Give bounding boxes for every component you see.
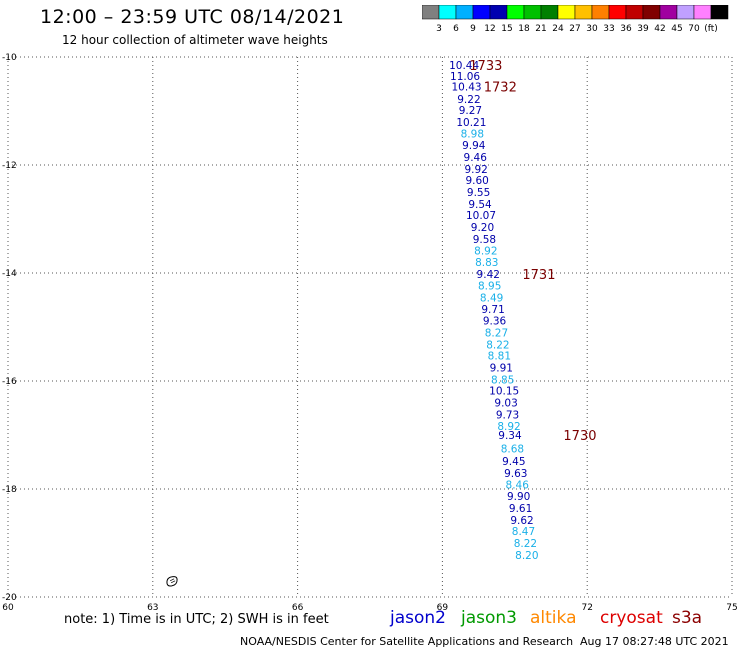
swh-value-label: 8.98 (461, 129, 484, 141)
island-detail (169, 578, 176, 584)
legend-s3a: s3a (672, 608, 703, 628)
swh-value-label: 8.27 (485, 327, 508, 339)
swh-value-label: 9.91 (490, 363, 513, 375)
colorbar-label: 15 (501, 24, 512, 34)
note-text: note: 1) Time is in UTC; 2) SWH is in fe… (64, 612, 329, 627)
lat-tick-label: -10 (2, 53, 17, 63)
colorbar-label: 42 (654, 24, 665, 34)
pass-time-label: 1732 (484, 81, 517, 96)
swh-value-label: 9.62 (510, 515, 533, 527)
colorbar-label: 6 (453, 24, 459, 34)
colorbar-label: 24 (552, 24, 564, 34)
swh-value-label: 8.68 (501, 444, 524, 456)
swh-value-label: 8.22 (486, 339, 509, 351)
swh-value-label: 9.73 (496, 409, 519, 421)
swh-value-label: 8.47 (512, 526, 535, 538)
lon-tick-label: 75 (726, 603, 737, 610)
swh-value-label: 10.07 (466, 210, 496, 222)
swh-value-label: 9.94 (462, 140, 486, 152)
color-scale-legend: 3 6 9 12 15 18 21 24 27 30 33 36 39 42 45 70 (ft) (422, 5, 729, 34)
wave-height-map: 60 63 66 69 72 75 -10 -12 -14 -16 -18 -20 10.4411.06… (2, 53, 738, 610)
swh-value-label: 8.46 (506, 480, 530, 492)
swh-value-label: 8.49 (480, 292, 503, 304)
colorbar-label: 21 (535, 24, 546, 34)
lon-tick-label: 60 (2, 603, 14, 610)
swh-value-label: 9.60 (465, 175, 488, 187)
swh-value-label: 9.61 (509, 503, 532, 515)
swh-value-label: 8.95 (478, 280, 501, 292)
swh-value-label: 11.06 (450, 71, 480, 83)
swh-value-label: 10.15 (489, 386, 519, 398)
colorbar-label: (ft) (704, 24, 718, 34)
lat-tick-label: -16 (2, 377, 17, 387)
lon-tick-label: 69 (437, 603, 449, 610)
swh-value-label: 9.34 (498, 430, 522, 442)
swh-value-label: 9.42 (477, 269, 500, 281)
lon-tick-label: 66 (292, 603, 304, 610)
swh-value-label: 9.90 (507, 491, 530, 503)
colorbar-label: 3 (436, 24, 442, 34)
swh-value-label: 9.03 (494, 398, 517, 410)
colorbar-label: 36 (620, 24, 632, 34)
swh-value-label: 10.44 (449, 60, 479, 72)
swh-value-label: 9.45 (502, 456, 525, 468)
colorbar-label: 33 (603, 24, 614, 34)
swh-value-label: 8.92 (474, 245, 497, 257)
legend-cryosat: cryosat (600, 608, 663, 628)
legend-jason2: jason2 (390, 608, 446, 628)
colorbar-label: 70 (688, 24, 700, 34)
swh-value-label: 8.81 (488, 351, 511, 363)
swh-value-label: 9.71 (481, 304, 504, 316)
swh-value-label: 8.20 (515, 550, 538, 562)
footer-credit: NOAA/NESDIS Center for Satellite Applica… (240, 635, 574, 648)
colorbar-label: 39 (637, 24, 649, 34)
legend-altika: altika (530, 608, 577, 628)
lat-tick-label: -20 (2, 593, 17, 603)
page-title: 12:00 – 23:59 UTC 08/14/2021 (40, 6, 345, 28)
lat-tick-label: -14 (2, 269, 17, 279)
legend-jason3: jason3 (461, 608, 517, 628)
swh-value-label: 9.63 (504, 468, 527, 480)
swh-value-label: 9.22 (457, 94, 480, 106)
swh-value-label: 9.55 (467, 187, 490, 199)
swh-value-label: 9.46 (464, 152, 488, 164)
colorbar-swatch (710, 5, 729, 20)
lon-tick-label: 72 (581, 603, 592, 610)
page-subtitle: 12 hour collection of altimeter wave hei… (62, 33, 328, 47)
swh-value-label: 8.85 (491, 374, 514, 386)
swh-value-label: 9.20 (471, 222, 494, 234)
swh-value-label: 8.92 (497, 421, 520, 433)
lat-tick-label: -18 (2, 485, 17, 495)
lat-tick-label: -12 (2, 161, 17, 171)
swh-value-label: 10.43 (452, 82, 482, 94)
swh-value-label: 10.21 (456, 117, 486, 129)
pass-time-label: 1733 (469, 59, 502, 74)
colorbar-label: 12 (484, 24, 495, 34)
colorbar-label: 18 (518, 24, 530, 34)
colorbar-label: 27 (569, 24, 580, 34)
swh-value-label: 9.27 (459, 105, 482, 117)
swh-value-label: 9.36 (483, 316, 507, 328)
swh-value-label: 9.58 (473, 234, 496, 246)
swh-value-label: 8.83 (475, 257, 498, 269)
swh-value-label: 8.22 (514, 538, 537, 550)
lon-tick-label: 63 (147, 603, 158, 610)
pass-time-label: 1730 (563, 429, 596, 444)
colorbar-label: 9 (470, 24, 476, 34)
island-outline (166, 576, 178, 587)
swh-value-label: 9.54 (468, 199, 492, 211)
colorbar-label: 45 (671, 24, 682, 34)
colorbar-label: 30 (586, 24, 598, 34)
pass-time-label: 1731 (522, 268, 555, 283)
swh-value-label: 9.92 (464, 164, 487, 176)
footer-timestamp: Aug 17 08:27:48 UTC 2021 (580, 635, 729, 648)
